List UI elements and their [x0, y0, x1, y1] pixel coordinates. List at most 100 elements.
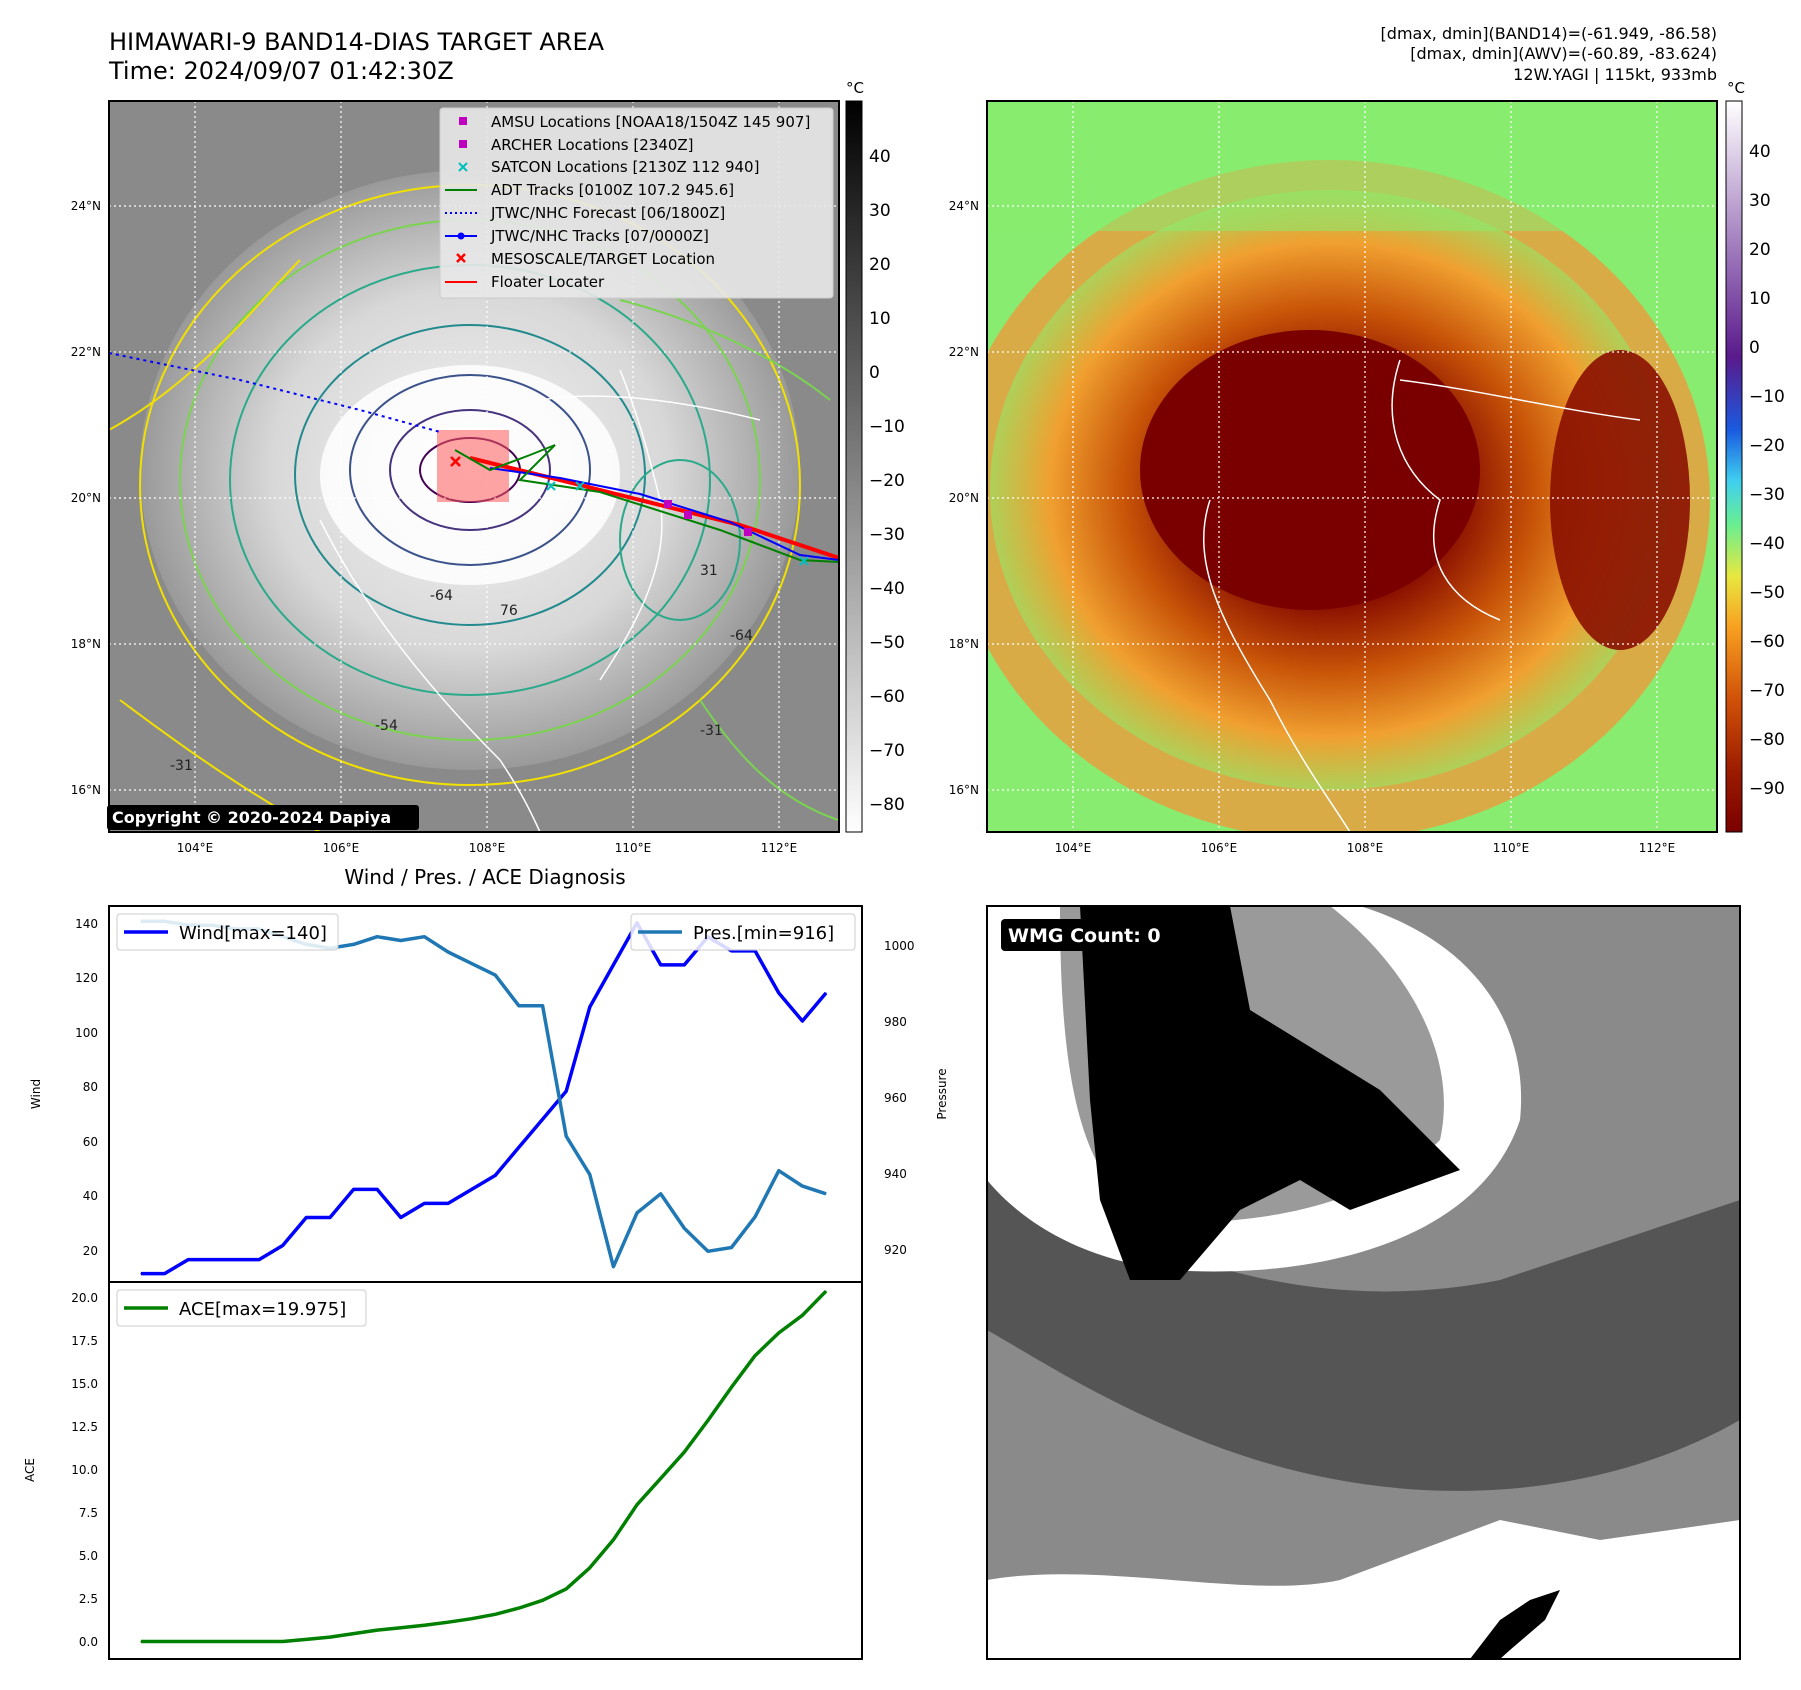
ace-line-point	[400, 1627, 402, 1629]
wind-line-point	[187, 1259, 189, 1261]
ace-line-point	[825, 1290, 827, 1292]
svg-text:110°E: 110°E	[615, 841, 652, 855]
svg-text:106°E: 106°E	[1201, 841, 1238, 855]
ace-line-point	[423, 1624, 425, 1626]
legend-label-forecast: JTWC/NHC Forecast [06/1800Z]	[490, 204, 725, 222]
pressure-line-point	[494, 974, 496, 976]
legend-label-target: MESOSCALE/TARGET Location	[491, 250, 715, 268]
svg-text:−60: −60	[869, 687, 905, 707]
svg-text:10: 10	[869, 309, 891, 329]
wind-line-point	[801, 1020, 804, 1022]
svg-text:17.5: 17.5	[71, 1334, 98, 1348]
svg-text:24°N: 24°N	[949, 199, 979, 213]
legend-label-satcon: SATCON Locations [2130Z 112 940]	[491, 158, 759, 176]
svg-text:30: 30	[869, 201, 891, 221]
legend-marker-archer	[459, 140, 467, 148]
svg-text:15.0: 15.0	[71, 1377, 98, 1391]
svg-text:−50: −50	[869, 633, 905, 653]
pressure-line-point	[565, 1135, 567, 1137]
pressure-line-point	[754, 1216, 756, 1218]
svg-text:960: 960	[884, 1091, 907, 1105]
svg-text:22°N: 22°N	[949, 345, 979, 359]
wmg-count-box	[1001, 919, 1182, 951]
svg-text:-31: -31	[170, 758, 193, 774]
satcon-markers	[546, 481, 809, 566]
left-map-legend: AMSU Locations [NOAA18/1504Z 145 907] AR…	[439, 107, 834, 299]
wind-line-point	[282, 1244, 284, 1247]
legend-marker-satcon	[458, 162, 468, 172]
ace-line-point	[211, 1640, 213, 1643]
svg-text:−10: −10	[1749, 387, 1785, 407]
jtwc-best-track	[489, 467, 839, 561]
stats-line2: [dmax, dmin](AWV)=(-60.89, -83.624)	[1410, 44, 1717, 63]
svg-text:31: 31	[700, 563, 718, 579]
right-map-panel: °C 40 30 20 10 0 −10 −20 −30 −40 −50 −60…	[949, 79, 1785, 855]
svg-text:40: 40	[83, 1189, 98, 1203]
wind-ylabel: Wind	[29, 1079, 43, 1109]
ace-line-point	[305, 1638, 307, 1640]
svg-text:140: 140	[75, 917, 98, 931]
svg-text:−70: −70	[1749, 681, 1785, 701]
pressure-line-point	[683, 1227, 685, 1229]
wind-line-point	[825, 992, 827, 994]
ace-line-point	[730, 1386, 733, 1388]
ace-line-point	[140, 1640, 142, 1643]
svg-text:10: 10	[1749, 289, 1771, 309]
pressure-line-point	[353, 943, 355, 946]
wind-panel-title: Wind / Pres. / ACE Diagnosis	[344, 865, 625, 889]
left-map-panel: -64 76 -54 -31 -64 -31 31 37 AMSU Locati…	[71, 79, 905, 855]
right-map-gridlines	[987, 101, 1717, 832]
pressure-line-point	[471, 963, 473, 965]
svg-text:−50: −50	[1749, 583, 1785, 603]
svg-text:108°E: 108°E	[1347, 841, 1384, 855]
ace-line-point	[471, 1618, 473, 1620]
svg-text:-64: -64	[730, 628, 753, 644]
wind-line-point	[518, 1146, 520, 1148]
wind-line-point	[754, 950, 756, 952]
stats-line1: [dmax, dmin](BAND14)=(-61.949, -86.58)	[1381, 24, 1717, 43]
wind-line-point	[164, 1273, 166, 1275]
svg-text:30: 30	[1749, 191, 1771, 211]
svg-text:60: 60	[83, 1135, 98, 1149]
svg-text:104°E: 104°E	[177, 841, 214, 855]
svg-text:−60: −60	[1749, 632, 1785, 652]
svg-text:−70: −70	[869, 741, 905, 761]
wmg-panel: WMG Count: 0	[986, 905, 1741, 1660]
svg-text:20°N: 20°N	[71, 491, 101, 505]
legend-label-archer: ARCHER Locations [2340Z]	[491, 136, 694, 154]
ace-line-point	[164, 1640, 166, 1643]
wind-line-point	[258, 1259, 260, 1261]
adt-track	[454, 444, 839, 563]
ace-line-point	[565, 1588, 567, 1590]
ace-line-point	[329, 1636, 331, 1638]
svg-text:−30: −30	[869, 525, 905, 545]
wind-line-point	[542, 1118, 544, 1120]
svg-text:20.0: 20.0	[71, 1291, 98, 1305]
wind-line-point	[589, 1006, 591, 1008]
svg-text:16°N: 16°N	[71, 783, 101, 797]
ace-line-point	[494, 1613, 496, 1615]
right-coastline	[1203, 359, 1641, 832]
copyright-box	[107, 805, 419, 830]
right-colorbar	[1725, 100, 1743, 833]
ace-line	[141, 1289, 828, 1644]
wind-line-point	[353, 1188, 355, 1190]
pressure-line-point	[423, 936, 425, 938]
left-colorbar-ticks: 40 30 20 10 0 −10 −20 −30 −40 −50 −60 −7…	[869, 147, 905, 815]
svg-text:−10: −10	[869, 417, 905, 437]
wind-line-point	[140, 1273, 142, 1275]
left-map-frame	[108, 100, 840, 833]
wind-line-point	[565, 1090, 567, 1092]
svg-text:−30: −30	[1749, 485, 1785, 505]
ace-line-point	[282, 1640, 284, 1643]
svg-text:0: 0	[869, 363, 880, 383]
svg-text:−20: −20	[869, 471, 905, 491]
legend-label-tracks: JTWC/NHC Tracks [07/0000Z]	[490, 227, 709, 245]
ace-line-point	[234, 1640, 237, 1643]
svg-text:16°N: 16°N	[949, 783, 979, 797]
svg-text:−40: −40	[1749, 534, 1785, 554]
pressure-line-point	[518, 1005, 520, 1007]
wind-line-point	[211, 1259, 213, 1261]
ace-line-point	[447, 1621, 449, 1623]
svg-text:12.5: 12.5	[71, 1420, 98, 1434]
